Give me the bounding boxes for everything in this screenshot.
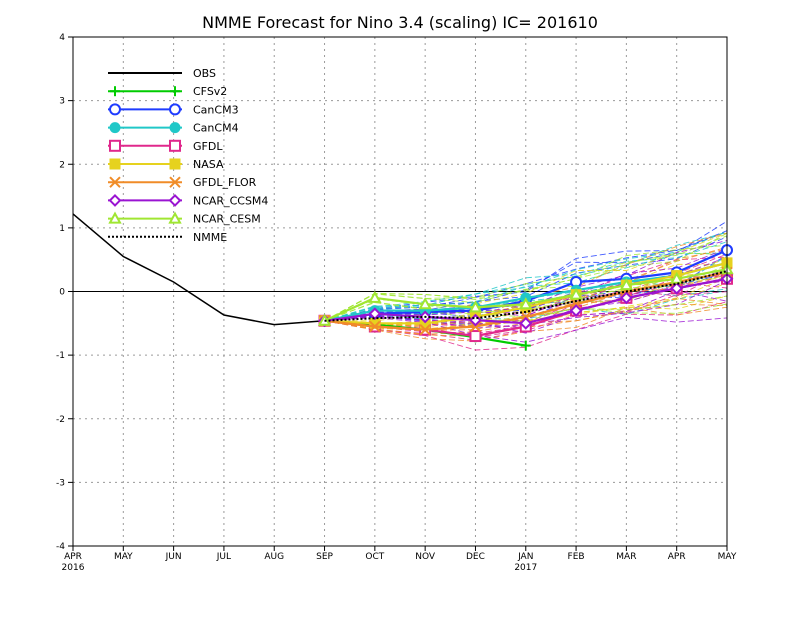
x-tick-label: JUL xyxy=(216,552,231,562)
legend-entry: CanCM4 xyxy=(108,122,239,135)
legend-label: NASA xyxy=(193,158,224,171)
legend-entry: NCAR_CCSM4 xyxy=(108,193,268,207)
legend-entry: NMME xyxy=(108,231,227,244)
ensemble-member-line xyxy=(324,264,728,322)
y-tick-label: 3 xyxy=(59,97,65,107)
ensemble-member-line xyxy=(324,230,728,322)
y-tick-label: -4 xyxy=(56,542,65,552)
legend-label: GFDL xyxy=(193,140,223,153)
legend-label: CFSv2 xyxy=(193,85,227,98)
x-year-label: 2016 xyxy=(62,563,85,573)
chart-title: NMME Forecast for Nino 3.4 (scaling) IC=… xyxy=(202,13,598,32)
x-tick-label: AUG xyxy=(264,552,284,562)
x-tick-label: OCT xyxy=(365,552,384,562)
point-marker xyxy=(109,158,121,170)
point-marker xyxy=(418,297,432,310)
point-marker xyxy=(519,297,533,310)
series-line xyxy=(72,213,325,326)
ensemble-member-line xyxy=(324,246,728,328)
legend-label: CanCM4 xyxy=(193,122,239,135)
series-ncar-cesm xyxy=(317,262,734,326)
point-marker xyxy=(419,323,431,336)
x-tick-label: APR xyxy=(64,552,82,562)
ensemble-member-line xyxy=(324,244,728,322)
point-marker xyxy=(569,287,583,300)
x-tick-label: MAR xyxy=(616,552,636,562)
legend-layer: OBS CFSv2 CanCM3 CanCM4 GFDL NASA GFDL_FLOR NCA… xyxy=(108,67,268,244)
x-tick-label: JAN xyxy=(517,552,533,562)
point-marker xyxy=(108,193,122,207)
point-marker xyxy=(108,211,122,224)
legend-entry: OBS xyxy=(108,67,216,80)
point-marker xyxy=(519,316,533,330)
ensemble-member-line xyxy=(324,232,728,322)
series-line xyxy=(324,270,728,322)
x-tick-label: JUN xyxy=(165,552,182,562)
legend-entry: GFDL_FLOR xyxy=(108,176,257,189)
legend-label: OBS xyxy=(193,67,216,80)
axes-layer: -4 -3 -2 -1 0 1 2 3 4 APR MAY JUN JUL AUG SEP OCT NOV DEC… xyxy=(56,33,737,573)
y-tick-label: 2 xyxy=(59,160,65,170)
series-layer xyxy=(72,213,734,351)
y-tick-label: -2 xyxy=(56,415,65,425)
x-tick-label: NOV xyxy=(415,552,436,562)
x-year-label: 2017 xyxy=(514,563,537,573)
point-marker xyxy=(169,122,181,134)
x-tick-label: APR xyxy=(668,552,686,562)
point-marker xyxy=(569,304,583,318)
point-marker xyxy=(468,300,483,313)
point-marker xyxy=(369,320,381,333)
point-marker xyxy=(169,158,181,170)
legend-label: NCAR_CESM xyxy=(193,213,261,226)
legend-entry: NASA xyxy=(108,158,224,171)
legend-entry: NCAR_CESM xyxy=(108,211,261,226)
y-tick-label: -1 xyxy=(56,351,65,361)
point-marker xyxy=(619,291,633,305)
legend-label: CanCM3 xyxy=(193,103,239,116)
series-obs xyxy=(72,213,325,326)
x-tick-label: MAY xyxy=(718,552,737,562)
point-marker xyxy=(109,122,121,134)
point-marker xyxy=(109,176,121,188)
legend-entry: GFDL xyxy=(108,139,223,153)
point-marker xyxy=(169,103,181,116)
point-marker xyxy=(168,211,182,224)
point-marker xyxy=(368,290,382,303)
x-tick-label: SEP xyxy=(316,552,333,562)
legend-label: GFDL_FLOR xyxy=(193,176,257,189)
x-tick-label: DEC xyxy=(466,552,485,562)
point-marker xyxy=(469,330,482,343)
legend-label: NCAR_CCSM4 xyxy=(193,194,268,207)
point-marker xyxy=(669,271,684,284)
point-marker xyxy=(368,307,382,321)
series-nmme xyxy=(324,270,728,322)
legend-entry: CFSv2 xyxy=(108,85,227,98)
y-tick-label: -3 xyxy=(56,478,65,488)
point-marker xyxy=(169,176,181,188)
legend-entry: CanCM3 xyxy=(108,103,239,116)
point-marker xyxy=(670,281,684,295)
ensemble-member-line xyxy=(324,252,728,322)
y-tick-label: 0 xyxy=(59,288,65,298)
y-tick-label: 4 xyxy=(59,33,65,43)
ensemble-member-line xyxy=(324,302,728,322)
point-marker xyxy=(619,278,634,291)
ensemble-member-line xyxy=(324,301,728,351)
x-tick-label: FEB xyxy=(568,552,585,562)
y-tick-label: 1 xyxy=(59,224,65,234)
point-marker xyxy=(168,193,182,207)
legend-label: NMME xyxy=(193,231,227,244)
x-tick-label: MAY xyxy=(114,552,133,562)
point-marker xyxy=(169,139,181,152)
point-marker xyxy=(109,103,121,116)
point-marker xyxy=(109,139,121,152)
